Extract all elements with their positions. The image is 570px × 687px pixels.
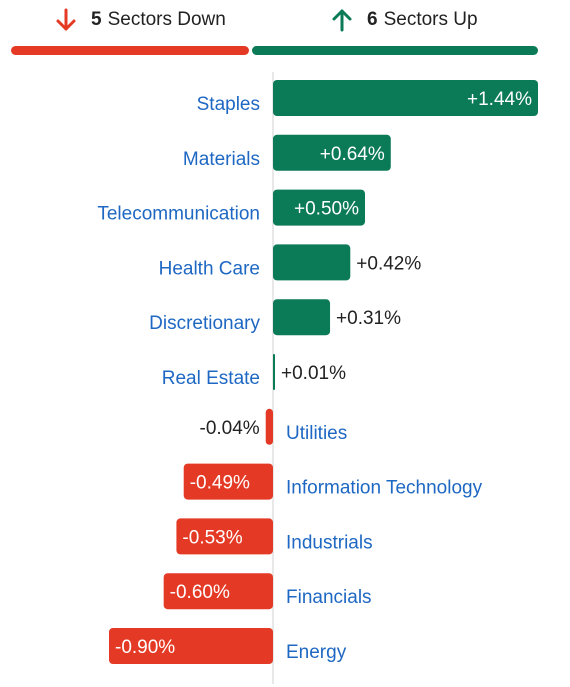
value-label-energy: -0.90% <box>115 637 175 658</box>
bar-energy <box>109 628 273 664</box>
category-label-materials: Materials <box>183 149 260 170</box>
arrow-down-icon <box>56 8 76 31</box>
value-label-utilities: -0.04% <box>200 418 260 439</box>
sectors-up-bar <box>252 46 538 55</box>
value-label-materials: +0.64% <box>320 144 385 165</box>
value-label-health-care: +0.42% <box>356 253 421 274</box>
sectors-down-bar <box>11 46 249 55</box>
category-label-energy: Energy <box>286 642 347 663</box>
category-label-information-technology: Information Technology <box>286 478 483 499</box>
category-label-telecommunication: Telecommunication <box>97 204 260 225</box>
bar-utilities <box>265 408 273 445</box>
value-label-financials: -0.60% <box>170 582 230 603</box>
category-label-industrials: Industrials <box>286 532 373 553</box>
sectors-down-label: Sectors Down <box>107 9 226 30</box>
sectors-down-summary: 5 Sectors Down <box>55 6 226 34</box>
value-label-information-technology: -0.49% <box>190 473 250 494</box>
bar-staples <box>273 80 538 116</box>
value-label-real-estate: +0.01% <box>281 363 346 384</box>
sectors-up-summary: 6 Sectors Up <box>331 6 478 34</box>
category-label-utilities: Utilities <box>286 423 347 444</box>
category-label-real-estate: Real Estate <box>162 368 260 389</box>
arrow-up-icon <box>332 9 352 32</box>
bar-discretionary <box>273 299 331 336</box>
category-label-discretionary: Discretionary <box>149 313 260 334</box>
bar-health-care <box>273 244 351 281</box>
bar-industrials <box>176 518 273 555</box>
bar-information-technology <box>183 463 273 500</box>
category-label-health-care: Health Care <box>159 258 260 279</box>
value-label-discretionary: +0.31% <box>336 308 401 329</box>
category-label-financials: Financials <box>286 587 372 608</box>
sectors-up-count: 6 <box>367 9 378 30</box>
value-label-staples: +1.44% <box>467 89 532 110</box>
bar-financials <box>163 573 273 610</box>
sectors-down-count: 5 <box>91 9 102 30</box>
value-label-industrials: -0.53% <box>182 527 242 548</box>
sectors-up-label: Sectors Up <box>383 9 478 30</box>
value-label-telecommunication: +0.50% <box>294 199 359 220</box>
category-label-staples: Staples <box>197 94 260 115</box>
bar-telecommunication <box>273 189 366 226</box>
bar-real-estate <box>273 354 275 390</box>
bar-materials <box>273 134 391 171</box>
